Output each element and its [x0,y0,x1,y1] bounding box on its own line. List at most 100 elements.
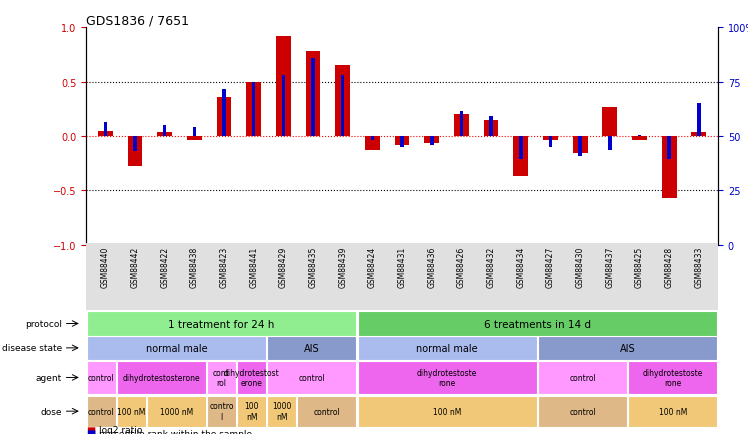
Bar [147,396,206,427]
Bar [400,137,404,148]
Bar [98,131,113,137]
Bar [87,396,115,427]
Bar [608,137,612,151]
Bar [697,104,701,137]
Text: GDS1836 / 7651: GDS1836 / 7651 [86,14,189,27]
Text: dihydrotestoste
rone: dihydrotestoste rone [643,368,703,387]
Bar [637,135,641,137]
Bar [519,137,523,159]
Text: GSM88433: GSM88433 [694,247,703,288]
Bar [430,137,434,145]
Text: AIS: AIS [620,343,636,353]
Bar [267,396,296,427]
Text: dihydrotestost
erone: dihydrotestost erone [224,368,280,387]
Bar [187,137,202,141]
Text: normal male: normal male [146,343,207,353]
Bar [87,312,356,336]
Bar [128,137,142,167]
Text: GSM88423: GSM88423 [219,247,228,288]
Text: 1000
nM: 1000 nM [272,401,291,421]
Text: dihydrotestoste
rone: dihydrotestoste rone [417,368,477,387]
Text: 100 nM: 100 nM [117,407,145,416]
Bar [252,82,256,137]
Text: GSM88426: GSM88426 [457,247,466,288]
Text: control: control [569,407,596,416]
Text: GSM88427: GSM88427 [546,247,555,288]
Bar [358,336,537,360]
Bar [86,243,718,310]
Bar [276,37,291,137]
Bar [548,137,552,148]
Text: percentile rank within the sample: percentile rank within the sample [99,429,252,434]
Bar [484,120,498,137]
Text: GSM88430: GSM88430 [576,247,585,288]
Text: dihydrotestosterone: dihydrotestosterone [123,373,200,382]
Text: dose: dose [40,407,62,416]
Text: control: control [569,373,596,382]
Text: GSM88437: GSM88437 [605,247,614,288]
Text: GSM88431: GSM88431 [397,247,407,288]
Bar [632,137,647,141]
Bar [358,312,717,336]
Bar [163,126,167,137]
Bar [667,137,671,159]
Bar [602,107,617,137]
Bar [267,336,356,360]
Text: log2 ratio: log2 ratio [99,425,142,434]
Bar [311,59,315,137]
Bar [246,82,261,137]
Text: GSM88442: GSM88442 [130,247,139,288]
Text: disease state: disease state [1,344,62,352]
Text: GSM88438: GSM88438 [190,247,199,288]
Text: GSM88425: GSM88425 [635,247,644,288]
Bar [341,76,345,137]
Bar [662,137,676,199]
Text: GSM88434: GSM88434 [516,247,525,288]
Text: 100 nM: 100 nM [659,407,687,416]
Text: agent: agent [36,373,62,382]
Bar [578,137,582,156]
Text: normal male: normal male [417,343,478,353]
Text: GSM88439: GSM88439 [338,247,347,288]
Bar [207,396,236,427]
Bar [117,396,146,427]
Bar [222,90,226,137]
Text: control: control [298,373,325,382]
Text: cont
rol: cont rol [213,368,230,387]
Text: GSM88435: GSM88435 [308,247,318,288]
Bar [691,132,706,137]
Bar [157,132,172,137]
Bar [297,396,356,427]
Bar [87,361,115,394]
Bar [133,137,137,152]
Text: 100 nM: 100 nM [433,407,462,416]
Bar [103,122,107,137]
Text: 1 treatment for 24 h: 1 treatment for 24 h [168,319,275,329]
Bar [281,76,285,137]
Text: 1000 nM: 1000 nM [159,407,193,416]
Text: GSM88440: GSM88440 [101,247,110,288]
Bar [117,361,206,394]
Bar [207,361,236,394]
Bar [454,115,469,137]
Bar [192,128,196,137]
Bar [573,137,587,154]
Text: 100
nM: 100 nM [245,401,259,421]
Text: GSM88429: GSM88429 [279,247,288,288]
Text: GSM88428: GSM88428 [665,247,674,287]
Text: AIS: AIS [304,343,319,353]
Bar [237,396,266,427]
Bar [459,112,463,137]
Text: ■: ■ [86,425,95,434]
Bar [365,137,380,151]
Text: GSM88432: GSM88432 [486,247,496,288]
Bar [538,361,627,394]
Bar [370,137,374,141]
Text: contro
l: contro l [209,401,233,421]
Text: control: control [88,373,114,382]
Bar [217,98,231,137]
Bar [306,52,320,137]
Bar [489,117,493,137]
Bar [87,336,266,360]
Bar [237,361,266,394]
